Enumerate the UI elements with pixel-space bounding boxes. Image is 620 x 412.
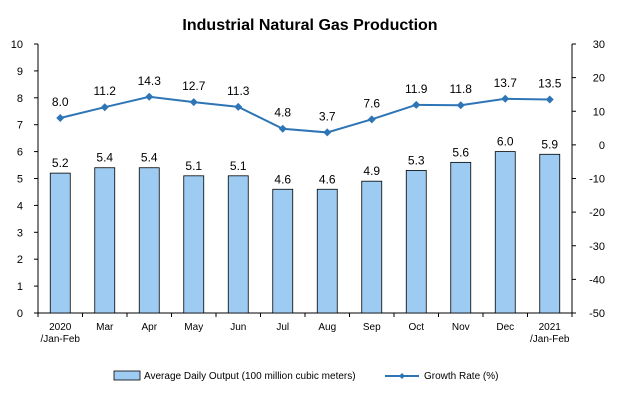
bar-data-label: 4.9 bbox=[363, 164, 380, 178]
line-data-label: 11.3 bbox=[227, 84, 250, 98]
y-left-tick-label: 7 bbox=[17, 120, 23, 132]
line-data-label: 11.9 bbox=[405, 82, 428, 96]
bar bbox=[316, 188, 338, 314]
y-left-tick-label: 1 bbox=[17, 281, 23, 293]
y-right-tick-label: -30 bbox=[589, 241, 605, 253]
bar bbox=[183, 175, 205, 314]
line-data-label: 4.8 bbox=[274, 106, 291, 120]
x-tick-label: May bbox=[184, 322, 203, 333]
legend-swatch-bar bbox=[113, 370, 141, 381]
chart-title: Industrial Natural Gas Production bbox=[182, 17, 437, 34]
legend-swatch-marker bbox=[399, 373, 405, 379]
legend-label-line: Growth Rate (%) bbox=[424, 371, 498, 382]
line-data-label: 11.8 bbox=[450, 82, 473, 96]
bar-data-label: 5.9 bbox=[541, 137, 558, 151]
bar bbox=[450, 161, 472, 314]
line-data-label: 11.2 bbox=[94, 84, 117, 98]
x-tick-label: 2020 bbox=[49, 322, 72, 333]
bar-data-label: 5.2 bbox=[52, 156, 69, 170]
line-data-label: 13.5 bbox=[538, 76, 562, 90]
y-right-tick-label: -50 bbox=[589, 308, 605, 320]
x-tick-label: Nov bbox=[452, 322, 470, 333]
line-point bbox=[278, 124, 287, 133]
y-left-tick-label: 8 bbox=[17, 93, 23, 105]
bar bbox=[49, 172, 71, 314]
y-left-tick-label: 4 bbox=[17, 200, 23, 212]
x-tick-label: Mar bbox=[96, 322, 114, 333]
y-left-tick-label: 10 bbox=[11, 39, 23, 51]
bar-data-label: 6.0 bbox=[497, 135, 514, 149]
x-tick-label: Apr bbox=[141, 322, 157, 333]
line-point bbox=[56, 113, 65, 122]
x-tick-label: /Jan-Feb bbox=[41, 334, 81, 345]
line-point bbox=[501, 94, 510, 103]
line-data-label: 3.7 bbox=[319, 109, 336, 123]
bar bbox=[138, 167, 160, 314]
bar-data-label: 5.1 bbox=[185, 159, 202, 173]
line-point bbox=[234, 102, 243, 111]
bar bbox=[405, 170, 427, 314]
y-left-tick-label: 3 bbox=[17, 227, 23, 239]
bar bbox=[227, 175, 249, 314]
y-right-tick-label: -40 bbox=[589, 274, 605, 286]
bar-data-label: 4.6 bbox=[319, 172, 336, 186]
line-point bbox=[323, 128, 332, 137]
x-tick-label: Aug bbox=[318, 322, 336, 333]
y-left-tick-label: 2 bbox=[17, 254, 23, 266]
bar bbox=[361, 180, 383, 314]
bar-data-label: 5.1 bbox=[230, 159, 247, 173]
legend: Average Daily Output (100 million cubic … bbox=[113, 370, 498, 382]
line-data-label: 12.7 bbox=[182, 79, 206, 93]
line-data-label: 8.0 bbox=[52, 95, 69, 109]
x-tick-label: Dec bbox=[496, 322, 514, 333]
y-left-tick-label: 9 bbox=[17, 66, 23, 78]
y-right-tick-label: 10 bbox=[593, 106, 605, 118]
data-labels-layer: 5.2 5.4 5.4 5.1 5.1 4.6 4.6 4.9 5.3 5.6 6.0 5.9 8.0 1… bbox=[52, 74, 562, 186]
line-layer bbox=[56, 92, 554, 137]
y-right-tick-label: 30 bbox=[593, 39, 605, 51]
line-point bbox=[545, 95, 554, 104]
bar bbox=[94, 167, 116, 314]
bar-data-label: 4.6 bbox=[274, 172, 291, 186]
y-right-tick-label: -10 bbox=[589, 174, 605, 186]
x-tick-label: Jul bbox=[276, 322, 289, 333]
y-right-tick-label: 0 bbox=[599, 140, 605, 152]
y-left-tick-label: 0 bbox=[17, 308, 23, 320]
line-point bbox=[189, 98, 198, 107]
line-data-label: 7.6 bbox=[363, 96, 380, 110]
line-point bbox=[367, 115, 376, 124]
bar bbox=[494, 151, 516, 314]
line-data-label: 13.7 bbox=[494, 76, 518, 90]
x-tick-label: 2021 bbox=[539, 322, 562, 333]
bar bbox=[539, 153, 561, 314]
axes-layer: 0 1 2 3 4 5 6 7 8 9 10 -50 -40 -30 -20 -10 0 10 20 30 2020/J… bbox=[11, 39, 605, 345]
line-point bbox=[145, 92, 154, 101]
y-left-tick-label: 5 bbox=[17, 174, 23, 186]
bar-data-label: 5.3 bbox=[408, 153, 425, 167]
line-point bbox=[456, 101, 465, 110]
bar-data-label: 5.4 bbox=[96, 151, 113, 165]
x-tick-label: Sep bbox=[363, 322, 381, 333]
line-point bbox=[100, 103, 109, 112]
bar-data-label: 5.6 bbox=[452, 145, 469, 159]
line-data-label: 14.3 bbox=[138, 74, 162, 88]
y-left-tick-label: 6 bbox=[17, 147, 23, 159]
bar bbox=[272, 188, 294, 314]
line-point bbox=[412, 100, 421, 109]
x-tick-label: /Jan-Feb bbox=[530, 334, 570, 345]
x-tick-label: Oct bbox=[408, 322, 424, 333]
y-right-tick-label: 20 bbox=[593, 73, 605, 85]
bars-layer bbox=[49, 151, 561, 314]
bar-data-label: 5.4 bbox=[141, 151, 158, 165]
y-right-tick-label: -20 bbox=[589, 207, 605, 219]
growth-rate-line bbox=[60, 95, 550, 134]
legend-label-bar: Average Daily Output (100 million cubic … bbox=[144, 371, 356, 382]
x-tick-label: Jun bbox=[230, 322, 246, 333]
